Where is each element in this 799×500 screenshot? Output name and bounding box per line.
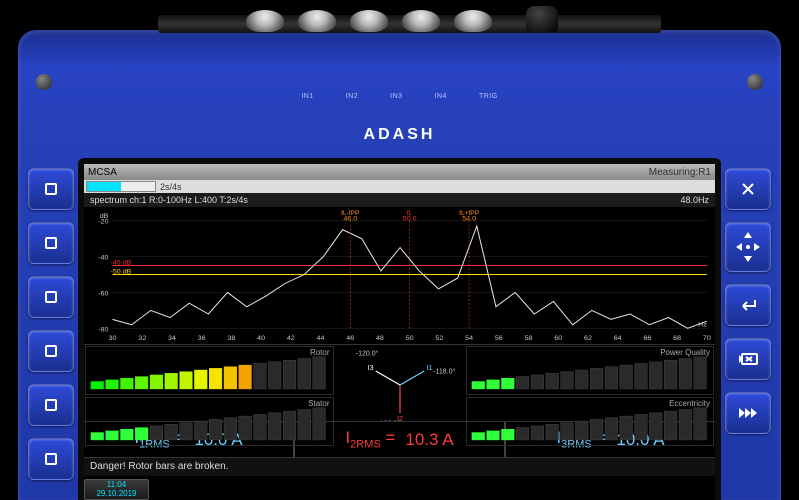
connector-in2 bbox=[298, 10, 336, 32]
svg-text:-45 dB: -45 dB bbox=[110, 260, 131, 267]
warning-message: Danger! Rotor bars are broken. bbox=[84, 457, 715, 476]
connector-labels: IN1 IN2 IN3 IN4 TRIG bbox=[18, 93, 781, 100]
svg-text:-122.0°: -122.0° bbox=[377, 420, 400, 421]
svg-text:64: 64 bbox=[614, 335, 622, 342]
port-label: IN1 bbox=[301, 93, 313, 100]
forward-button[interactable] bbox=[725, 392, 771, 434]
left-button-1[interactable] bbox=[28, 168, 74, 210]
progress-label: 2s/4s bbox=[160, 182, 182, 192]
top-knob bbox=[526, 6, 558, 32]
svg-text:-40: -40 bbox=[98, 255, 108, 262]
svg-text:50.0: 50.0 bbox=[403, 216, 417, 223]
svg-text:54: 54 bbox=[465, 335, 473, 342]
app-title: MCSA bbox=[88, 167, 117, 178]
top-connectors bbox=[18, 2, 781, 32]
left-button-4[interactable] bbox=[28, 330, 74, 372]
screw-tl bbox=[36, 74, 52, 90]
gauges-row: Rotor Stator I1-118.0°I2-122.0°I3-120.0°… bbox=[84, 345, 715, 421]
svg-text:52: 52 bbox=[435, 335, 443, 342]
brand-logo: ADASH bbox=[18, 126, 781, 144]
port-label: IN2 bbox=[346, 93, 358, 100]
svg-text:46.0: 46.0 bbox=[343, 216, 357, 223]
gauge-ecc: Eccentricity bbox=[466, 397, 715, 446]
right-button-column bbox=[725, 168, 771, 434]
connector-in3 bbox=[350, 10, 388, 32]
svg-text:I3: I3 bbox=[367, 365, 373, 372]
connector-trig bbox=[454, 10, 492, 32]
spectrum-info: spectrum ch:1 R:0-100Hz L:400 T:2s/4s bbox=[90, 195, 248, 205]
left-button-2[interactable] bbox=[28, 222, 74, 264]
close-button[interactable] bbox=[725, 168, 771, 210]
svg-text:I1: I1 bbox=[426, 365, 432, 372]
svg-text:66: 66 bbox=[643, 335, 651, 342]
svg-text:58: 58 bbox=[525, 335, 533, 342]
left-button-6[interactable] bbox=[28, 438, 74, 480]
svg-text:42: 42 bbox=[287, 335, 295, 342]
connector-in1 bbox=[246, 10, 284, 32]
spectrum-info-row: spectrum ch:1 R:0-100Hz L:400 T:2s/4s 48… bbox=[84, 193, 715, 207]
svg-text:44: 44 bbox=[317, 335, 325, 342]
svg-text:32: 32 bbox=[138, 335, 146, 342]
screw-tr bbox=[747, 74, 763, 90]
svg-text:56: 56 bbox=[495, 335, 503, 342]
port-label: TRIG bbox=[479, 93, 498, 100]
title-bar: MCSA Measuring:R1 bbox=[84, 164, 715, 180]
device-body: IN1 IN2 IN3 IN4 TRIG ADASH bbox=[18, 30, 781, 500]
screen: MCSA Measuring:R1 2s/4s spectrum ch:1 R:… bbox=[84, 164, 715, 500]
svg-text:-20: -20 bbox=[98, 219, 108, 226]
svg-text:30: 30 bbox=[109, 335, 117, 342]
enter-button[interactable] bbox=[725, 284, 771, 326]
backspace-button[interactable] bbox=[725, 338, 771, 380]
port-label: IN3 bbox=[390, 93, 402, 100]
progress-bar bbox=[86, 181, 156, 192]
svg-text:70: 70 bbox=[703, 335, 711, 342]
gauge-power: Power Quality bbox=[466, 346, 715, 395]
svg-text:68: 68 bbox=[673, 335, 681, 342]
svg-text:-80: -80 bbox=[98, 326, 108, 333]
svg-text:34: 34 bbox=[168, 335, 176, 342]
status-text: Measuring:R1 bbox=[649, 167, 711, 178]
left-button-3[interactable] bbox=[28, 276, 74, 318]
screen-bezel: MCSA Measuring:R1 2s/4s spectrum ch:1 R:… bbox=[78, 158, 721, 500]
connector-in4 bbox=[402, 10, 440, 32]
svg-text:-120.0°: -120.0° bbox=[355, 350, 378, 358]
svg-text:50: 50 bbox=[406, 335, 414, 342]
left-button-column bbox=[28, 168, 74, 480]
svg-text:38: 38 bbox=[227, 335, 235, 342]
svg-text:60: 60 bbox=[554, 335, 562, 342]
left-button-5[interactable] bbox=[28, 384, 74, 426]
svg-text:-118.0°: -118.0° bbox=[433, 368, 455, 376]
freq-readout: 48.0Hz bbox=[680, 195, 709, 205]
svg-text:54.0: 54.0 bbox=[462, 216, 476, 223]
svg-text:62: 62 bbox=[584, 335, 592, 342]
gauge-stator: Stator bbox=[85, 397, 334, 446]
progress-row: 2s/4s bbox=[84, 180, 715, 193]
spectrum-chart[interactable]: -80 -60 -40 -20dB 30 32 34 36 38 40 42 44 46 48 50 52 54… bbox=[84, 207, 715, 345]
svg-text:40: 40 bbox=[257, 335, 265, 342]
footer-clock[interactable]: 11:04 29.10.2019 bbox=[84, 479, 149, 500]
port-label: IN4 bbox=[435, 93, 447, 100]
gauge-rotor: Rotor bbox=[85, 346, 334, 395]
svg-text:46: 46 bbox=[346, 335, 354, 342]
svg-text:48: 48 bbox=[376, 335, 384, 342]
svg-text:-50 dB: -50 dB bbox=[110, 269, 131, 276]
svg-text:-60: -60 bbox=[98, 290, 108, 297]
svg-text:36: 36 bbox=[198, 335, 206, 342]
footer-tabs: 11:04 29.10.2019 bbox=[84, 476, 715, 500]
nav-dpad[interactable] bbox=[725, 222, 771, 272]
svg-text:dB: dB bbox=[100, 213, 109, 220]
vector-diagram: I1-118.0°I2-122.0°I3-120.0° bbox=[335, 345, 465, 421]
